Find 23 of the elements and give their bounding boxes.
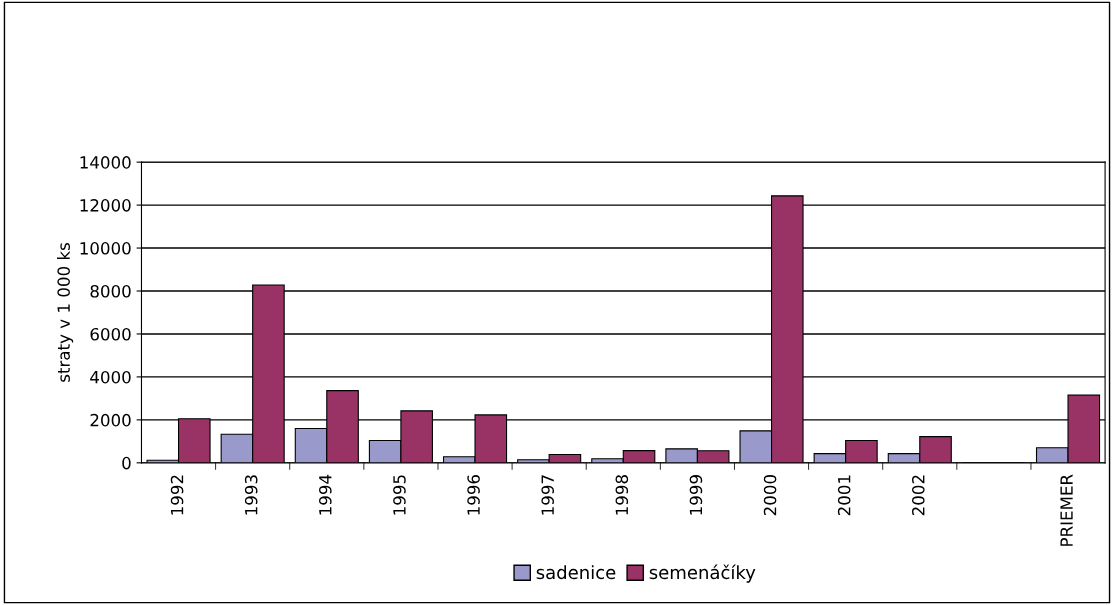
x-tick-label: 1995 <box>393 475 406 515</box>
x-tick-label: 1992 <box>170 475 184 515</box>
y-tick-label: 2000 <box>90 413 131 427</box>
x-tick-label: 1996 <box>467 474 480 515</box>
y-tick-label: 10000 <box>80 242 131 255</box>
legend-label: sadenice <box>536 565 616 580</box>
y-tick-label: 14000 <box>80 156 131 169</box>
y-tick-label: 4000 <box>90 370 131 384</box>
y-tick-label: 6000 <box>90 327 131 341</box>
x-tick-label: 1997 <box>541 475 554 515</box>
x-tick-label: 1998 <box>615 475 629 515</box>
x-tick-label: 2001 <box>837 475 851 516</box>
x-tick-label: 1994 <box>319 474 332 515</box>
y-tick-label: 12000 <box>80 199 131 212</box>
x-tick-label: 1999 <box>689 475 703 515</box>
x-tick-label: 2000 <box>763 475 777 516</box>
y-axis-title: straty v 1 000 ks <box>57 243 74 382</box>
x-tick-label: 1993 <box>244 475 258 515</box>
y-tick-label: 8000 <box>90 284 131 298</box>
x-tick-label: 2002 <box>912 475 925 516</box>
legend-label: semenáčíky <box>649 564 756 583</box>
y-tick-label: 0 <box>122 456 131 470</box>
x-tick-label: PRIEMER <box>1060 474 1073 546</box>
